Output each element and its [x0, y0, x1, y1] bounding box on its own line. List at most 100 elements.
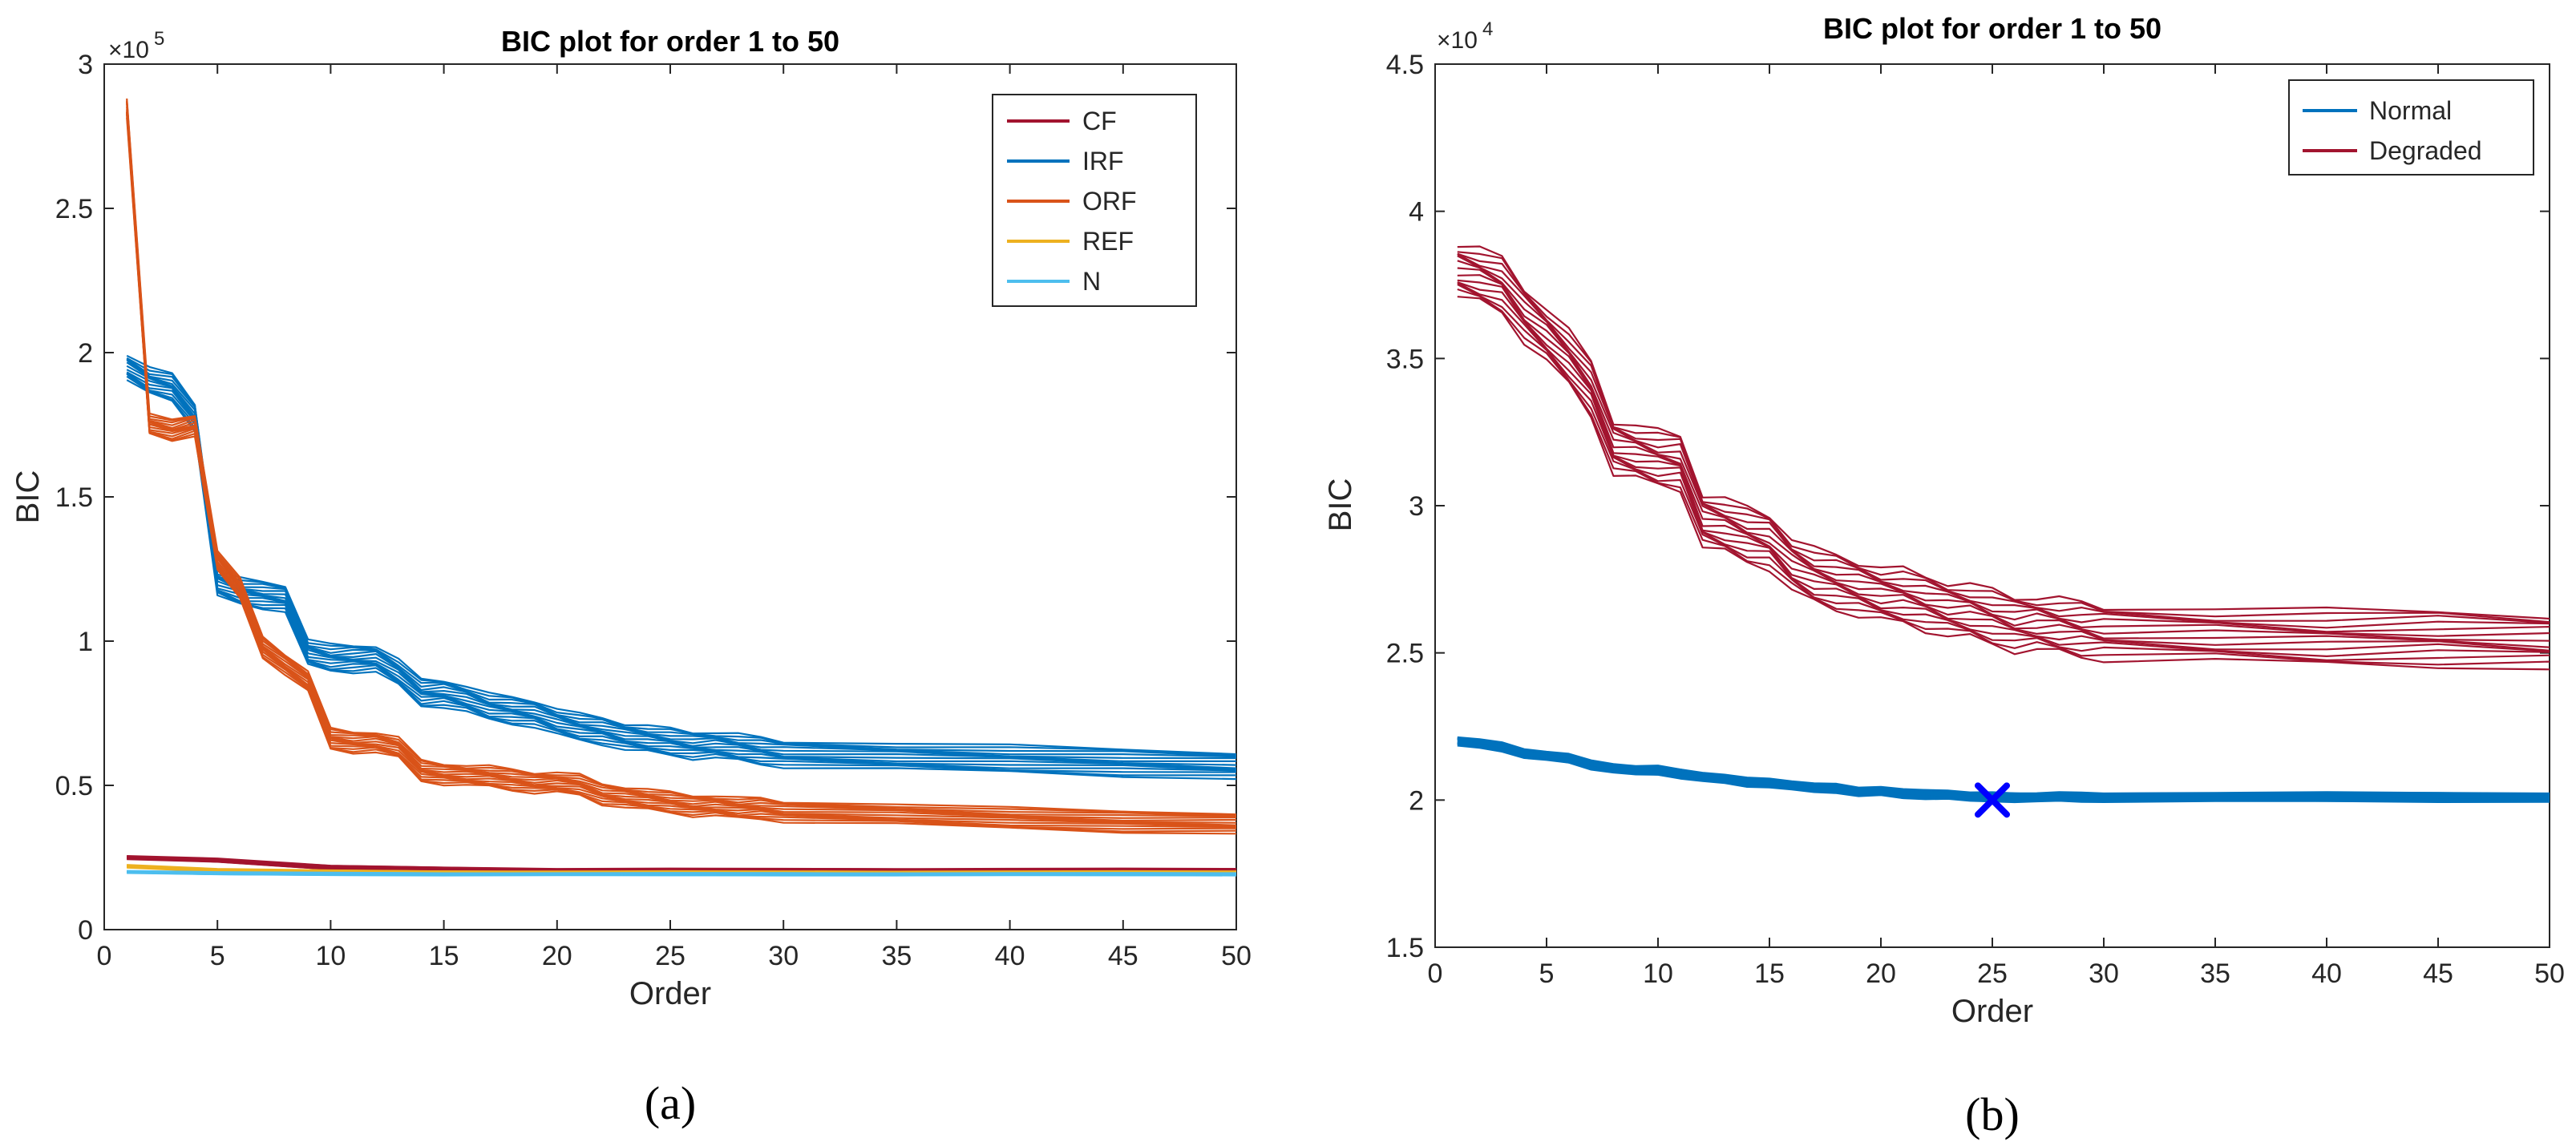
- series-line-normal: [1457, 737, 2550, 796]
- y-tick-label: 2.5: [1386, 639, 1424, 669]
- series-line-irf: [126, 372, 1237, 772]
- series-line-normal: [1457, 742, 2550, 801]
- series-line-normal: [1457, 736, 2550, 795]
- y-multiplier-exp-b: 4: [1482, 18, 1493, 40]
- series-degraded: [1457, 245, 2550, 671]
- x-tick-label: 45: [2423, 958, 2453, 989]
- y-tick-label: 1.5: [55, 482, 93, 513]
- series-line-irf: [126, 369, 1237, 769]
- y-tick-label: 2.5: [55, 194, 93, 224]
- series-line-degraded: [1457, 283, 2550, 662]
- legend-label-irf: IRF: [1082, 147, 1124, 176]
- y-tick-label: 3: [78, 50, 93, 80]
- x-tick-label: 50: [2534, 958, 2565, 989]
- series-line-degraded: [1457, 281, 2550, 658]
- y-axis-label-b: BIC: [1323, 478, 1358, 532]
- y-multiplier-base-a: ×10: [108, 37, 149, 63]
- chart-title-b: BIC plot for order 1 to 50: [1823, 12, 2161, 45]
- legend-a: CF IRF ORF REF N: [992, 94, 1197, 307]
- series-group-a: [126, 98, 1237, 877]
- series-line-degraded: [1457, 251, 2550, 623]
- x-tick-label: 25: [1977, 958, 2008, 989]
- x-tick-label: 15: [1754, 958, 1785, 989]
- series-line-degraded: [1457, 255, 2550, 633]
- y-tick-label: 0: [78, 915, 93, 946]
- x-tick-label: 10: [315, 941, 346, 971]
- y-tick-label: 2: [1409, 785, 1424, 816]
- x-tick-label: 20: [1866, 958, 1896, 989]
- x-tick-label: 45: [1108, 941, 1138, 971]
- chart-panel-b: BIC plot for order 1 to 50 ×10 4 0 5 10 15 2…: [1323, 12, 2565, 1140]
- series-line-orf: [126, 98, 1237, 816]
- series-line-irf: [126, 358, 1237, 758]
- series-line-irf: [126, 361, 1236, 763]
- panel-caption-a: (a): [645, 1077, 696, 1129]
- x-axis-ticks-a: 0 5 10 15 20 25 30 35 40 45 50: [97, 64, 1252, 971]
- series-normal: [1457, 736, 2550, 804]
- x-tick-label: 0: [1428, 958, 1443, 989]
- series-line-degraded: [1457, 281, 2550, 652]
- series-line-degraded: [1457, 288, 2550, 666]
- y-tick-label: 1: [78, 627, 93, 657]
- x-tick-label: 20: [542, 941, 572, 971]
- y-tick-label: 2: [78, 338, 93, 369]
- y-tick-label: 4: [1409, 197, 1424, 228]
- series-line-irf: [126, 371, 1237, 771]
- series-group-b: [1457, 245, 2550, 804]
- y-tick-label: 4.5: [1386, 50, 1424, 80]
- series-line-degraded: [1457, 267, 2550, 642]
- series-line-orf: [126, 101, 1237, 817]
- series-line-degraded: [1457, 252, 2550, 624]
- x-tick-label: 50: [1221, 941, 1252, 971]
- selected-order-marker: [1975, 782, 2010, 818]
- y-multiplier-b: ×10 4: [1437, 18, 1493, 54]
- series-line-degraded: [1457, 245, 2550, 620]
- y-multiplier-exp-a: 5: [154, 28, 164, 50]
- x-tick-label: 15: [429, 941, 459, 971]
- legend-label-orf: ORF: [1082, 187, 1137, 216]
- series-line-degraded: [1457, 253, 2550, 629]
- legend-label-normal: Normal: [2369, 96, 2452, 125]
- series-line-irf: [126, 358, 1237, 757]
- series-line-irf: [126, 354, 1237, 756]
- series-line-degraded: [1457, 279, 2550, 652]
- y-axis-label-a: BIC: [10, 470, 46, 524]
- panel-caption-b: (b): [1965, 1088, 2020, 1140]
- x-tick-label: 5: [210, 941, 225, 971]
- y-tick-label: 3: [1409, 491, 1424, 522]
- series-line-irf: [126, 359, 1237, 760]
- y-axis-ticks-a: 0 0.5 1 1.5 2 2.5 3: [55, 50, 1236, 946]
- x-tick-label: 35: [881, 941, 912, 971]
- y-multiplier-a: ×10 5: [108, 28, 164, 63]
- series-line-degraded: [1457, 296, 2550, 671]
- x-axis-ticks-b: 0 5 10 15 20 25 30 35 40 45 50: [1428, 64, 2565, 989]
- chart-panel-a: BIC plot for order 1 to 50 ×10 5 0 5 10 15 2…: [10, 25, 1252, 1129]
- x-tick-label: 0: [97, 941, 112, 971]
- x-axis-label-b: Order: [1951, 994, 2033, 1029]
- legend-label-ref: REF: [1082, 227, 1134, 256]
- series-line-normal: [1457, 742, 2550, 801]
- x-tick-label: 5: [1539, 958, 1555, 989]
- y-multiplier-base-b: ×10: [1437, 27, 1478, 54]
- legend-box-b: [2288, 79, 2534, 176]
- series-line-cf: [127, 855, 1237, 870]
- legend-b: Normal Degraded: [2288, 79, 2534, 176]
- chart-title-a: BIC plot for order 1 to 50: [501, 25, 839, 58]
- legend-label-degraded: Degraded: [2369, 136, 2482, 165]
- marker-group-b: [1975, 782, 2010, 818]
- x-tick-label: 35: [2200, 958, 2230, 989]
- legend-label-cf: CF: [1082, 107, 1117, 135]
- x-axis-label-a: Order: [629, 976, 711, 1011]
- series-line-degraded: [1457, 260, 2550, 637]
- series-line-ref: [127, 864, 1237, 873]
- series-line-irf: [126, 372, 1237, 772]
- series-orf: [126, 98, 1237, 835]
- x-tick-label: 30: [768, 941, 799, 971]
- y-tick-label: 3.5: [1386, 344, 1424, 374]
- y-tick-label: 0.5: [55, 771, 93, 801]
- x-tick-label: 30: [2089, 958, 2119, 989]
- x-tick-label: 10: [1643, 958, 1673, 989]
- series-line-irf: [126, 373, 1237, 773]
- x-tick-label: 25: [655, 941, 685, 971]
